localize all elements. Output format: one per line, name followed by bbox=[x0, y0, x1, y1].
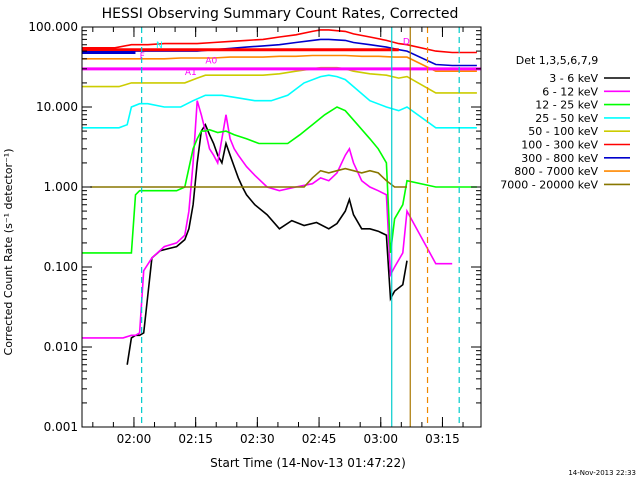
legend-label-4: 50 - 100 keV bbox=[528, 125, 598, 138]
y-tick-label: 0.100 bbox=[44, 260, 78, 274]
legend-label-7: 800 - 7000 keV bbox=[514, 165, 598, 178]
x-tick-label: 02:45 bbox=[302, 432, 337, 446]
legend-label-0: 3 - 6 keV bbox=[549, 72, 598, 85]
y-tick-label: 10.000 bbox=[36, 100, 78, 114]
y-tick-label: 1.000 bbox=[44, 180, 78, 194]
x-axis-label: Start Time (14-Nov-13 01:47:22) bbox=[210, 456, 406, 470]
annotation-0: N bbox=[156, 41, 163, 51]
y-tick-label: 100.000 bbox=[28, 20, 78, 34]
series-line-2 bbox=[82, 106, 477, 254]
series-line-1 bbox=[82, 100, 453, 339]
annotation-2: A1 bbox=[185, 68, 197, 78]
series-group: N F A1 A0 D bbox=[82, 27, 481, 427]
legend-label-3: 25 - 50 keV bbox=[535, 112, 598, 125]
series-line-3 bbox=[82, 74, 477, 129]
legend-label-2: 12 - 25 keV bbox=[535, 99, 598, 112]
series-line-4 bbox=[82, 66, 477, 94]
legend-label-1: 6 - 12 keV bbox=[542, 85, 598, 98]
x-tick-label: 03:15 bbox=[425, 432, 460, 446]
legend-label-8: 7000 - 20000 keV bbox=[500, 178, 598, 191]
y-axis-label: Corrected Count Rate (s⁻¹ detector⁻¹) bbox=[2, 149, 15, 356]
x-tick-label: 03:00 bbox=[363, 432, 398, 446]
y-tick-label: 0.001 bbox=[44, 420, 78, 434]
legend-title: Det 1,3,5,6,7,9 bbox=[516, 54, 599, 67]
series-line-7 bbox=[82, 54, 477, 72]
series-line-8 bbox=[90, 167, 407, 188]
generation-timestamp: 14-Nov-2013 22:33 bbox=[568, 469, 636, 477]
plot-frame bbox=[81, 26, 482, 428]
plot-area: N F A1 A0 D 0.001 0.010 0.100 1.000 10.000 100.000… bbox=[28, 20, 482, 446]
chart-title: HESSI Observing Summary Count Rates, Cor… bbox=[102, 6, 459, 22]
annotation-1: F bbox=[140, 52, 145, 62]
annotation-3: A0 bbox=[205, 56, 217, 66]
x-tick-label: 02:30 bbox=[240, 432, 275, 446]
legend-label-6: 300 - 800 keV bbox=[521, 152, 598, 165]
series-line-5 bbox=[82, 29, 477, 54]
annotation-4: D bbox=[403, 38, 410, 48]
x-tick-label: 02:15 bbox=[178, 432, 213, 446]
y-tick-label: 0.010 bbox=[44, 340, 78, 354]
x-tick-label: 02:00 bbox=[117, 432, 152, 446]
series-line-0 bbox=[126, 122, 408, 365]
legend-label-5: 100 - 300 keV bbox=[521, 139, 598, 152]
